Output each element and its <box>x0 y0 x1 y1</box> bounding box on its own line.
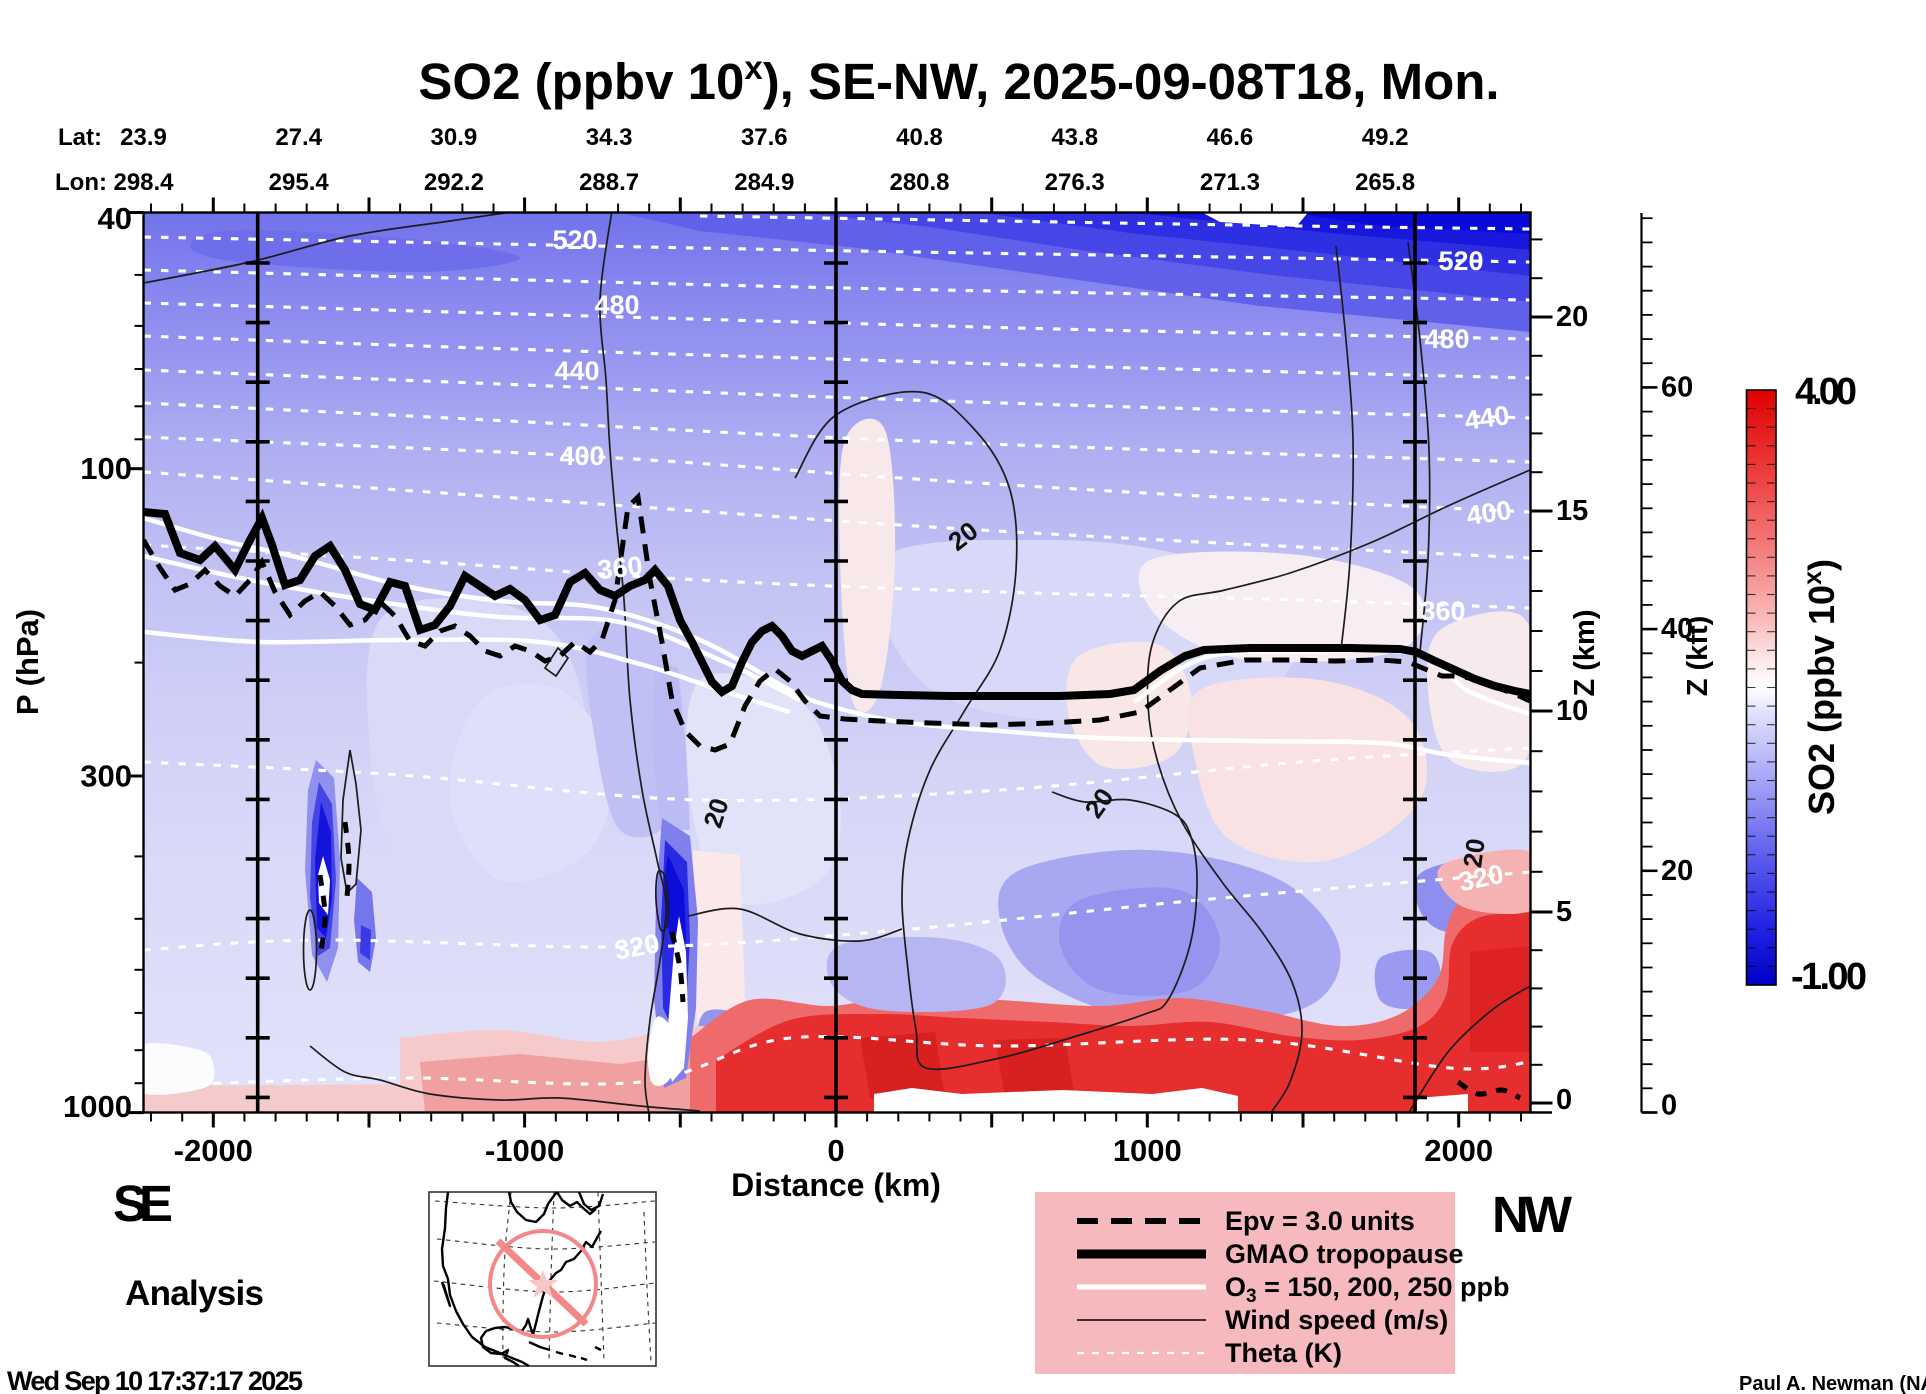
svg-text:P (hPa): P (hPa) <box>10 609 45 715</box>
svg-text:480: 480 <box>594 290 639 320</box>
svg-text:5: 5 <box>1556 896 1572 928</box>
svg-text:300: 300 <box>80 759 132 794</box>
svg-text:1000: 1000 <box>63 1089 132 1124</box>
svg-text:46.6: 46.6 <box>1207 124 1254 151</box>
svg-text:295.4: 295.4 <box>269 169 330 196</box>
svg-text:271.3: 271.3 <box>1200 169 1260 196</box>
svg-text:440: 440 <box>1463 400 1512 436</box>
svg-text:400: 400 <box>559 441 604 471</box>
svg-text:-2000: -2000 <box>174 1133 253 1168</box>
svg-text:GMAO tropopause: GMAO tropopause <box>1225 1239 1464 1269</box>
svg-text:27.4: 27.4 <box>275 124 322 151</box>
svg-text:520: 520 <box>1438 246 1483 276</box>
svg-text:100: 100 <box>80 451 132 486</box>
svg-text:0: 0 <box>1661 1090 1677 1122</box>
svg-text:SE: SE <box>113 1175 173 1232</box>
svg-text:23.9: 23.9 <box>120 124 167 151</box>
svg-text:360: 360 <box>1420 596 1465 626</box>
svg-text:SO2 (ppbv 10x), SE-NW, 2025-09: SO2 (ppbv 10x), SE-NW, 2025-09-08T18, Mo… <box>418 49 1499 110</box>
svg-text:34.3: 34.3 <box>586 124 633 151</box>
svg-text:40: 40 <box>98 201 132 236</box>
svg-text:276.3: 276.3 <box>1045 169 1105 196</box>
svg-text:O3 = 150, 200, 250 ppb: O3 = 150, 200, 250 ppb <box>1225 1272 1510 1307</box>
svg-text:280.8: 280.8 <box>889 169 949 196</box>
svg-text:-1000: -1000 <box>485 1133 564 1168</box>
svg-text:NW: NW <box>1492 1186 1573 1243</box>
svg-text:2000: 2000 <box>1424 1133 1493 1168</box>
svg-text:Paul A. Newman (NASA: Paul A. Newman (NASA <box>1739 1373 1926 1394</box>
svg-text:Epv = 3.0 units: Epv = 3.0 units <box>1225 1206 1415 1236</box>
svg-text:40.8: 40.8 <box>896 124 943 151</box>
svg-text:Z (kft): Z (kft) <box>1682 616 1714 697</box>
svg-text:440: 440 <box>554 356 599 386</box>
svg-text:265.8: 265.8 <box>1355 169 1415 196</box>
svg-text:Theta (K): Theta (K) <box>1225 1338 1342 1368</box>
svg-text:20: 20 <box>1457 837 1491 870</box>
svg-text:288.7: 288.7 <box>579 169 639 196</box>
svg-text:Lat:: Lat: <box>58 124 102 151</box>
svg-text:SO2 (ppbv 10x): SO2 (ppbv 10x) <box>1799 559 1842 815</box>
svg-text:480: 480 <box>1424 324 1469 354</box>
svg-text:360: 360 <box>596 551 644 586</box>
svg-text:Z (km): Z (km) <box>1569 610 1601 697</box>
svg-text:0: 0 <box>827 1133 844 1168</box>
svg-text:40: 40 <box>1661 613 1693 645</box>
svg-text:20: 20 <box>1661 855 1693 887</box>
svg-text:Lon:: Lon: <box>55 169 107 196</box>
svg-text:Distance (km): Distance (km) <box>731 1167 941 1203</box>
svg-text:0: 0 <box>1556 1084 1572 1116</box>
svg-text:298.4: 298.4 <box>113 169 174 196</box>
svg-text:10: 10 <box>1556 695 1588 727</box>
svg-text:-1.00: -1.00 <box>1791 956 1867 998</box>
svg-text:Wind speed (m/s): Wind speed (m/s) <box>1225 1305 1448 1335</box>
svg-text:20: 20 <box>1556 301 1588 333</box>
svg-text:15: 15 <box>1556 495 1588 527</box>
svg-text:43.8: 43.8 <box>1051 124 1098 151</box>
svg-text:60: 60 <box>1661 371 1693 403</box>
svg-text:Wed Sep 10 17:37:17 2025: Wed Sep 10 17:37:17 2025 <box>7 1366 303 1394</box>
svg-text:284.9: 284.9 <box>734 169 794 196</box>
svg-text:520: 520 <box>552 225 597 255</box>
svg-text:30.9: 30.9 <box>431 124 478 151</box>
svg-text:1000: 1000 <box>1113 1133 1182 1168</box>
svg-text:49.2: 49.2 <box>1362 124 1409 151</box>
svg-text:Analysis: Analysis <box>125 1274 264 1313</box>
svg-text:400: 400 <box>1465 495 1514 531</box>
svg-text:4.00: 4.00 <box>1795 371 1857 413</box>
svg-text:292.2: 292.2 <box>424 169 484 196</box>
svg-text:37.6: 37.6 <box>741 124 788 151</box>
